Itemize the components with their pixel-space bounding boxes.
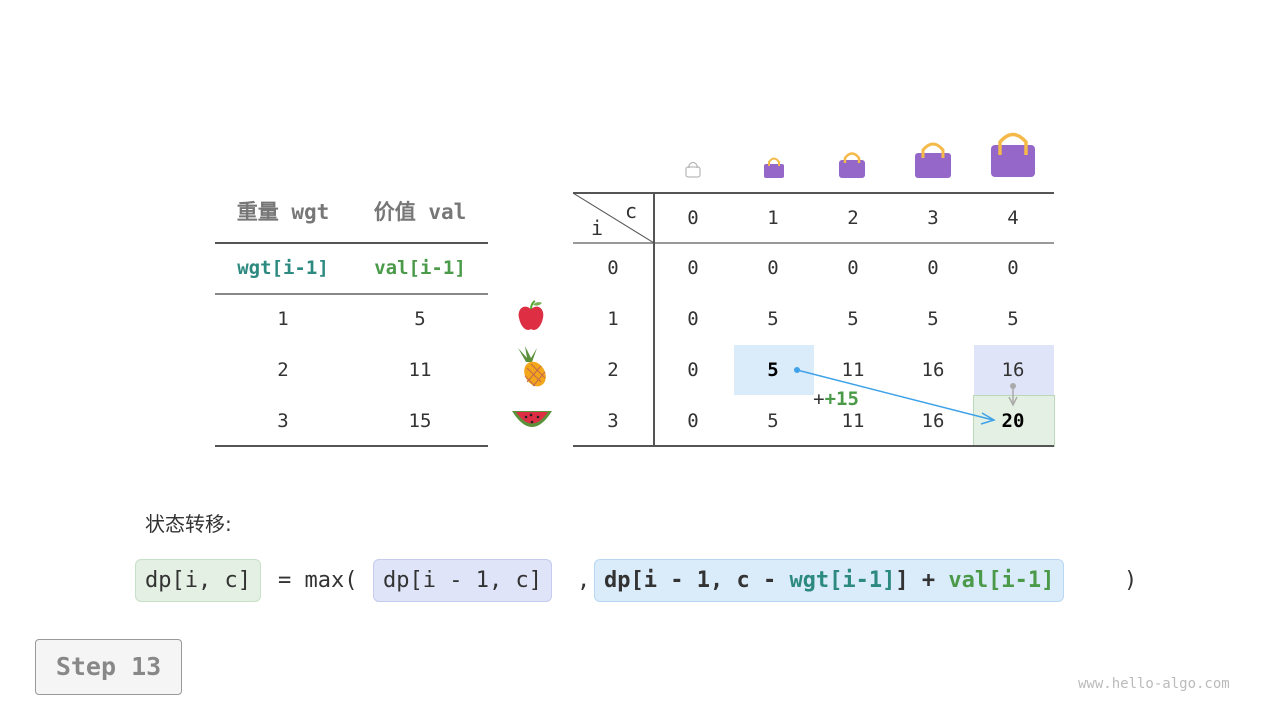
opt2-part: dp[i - 1, c - [604, 568, 790, 593]
apple-icon [518, 300, 544, 330]
row-header: 3 [607, 410, 619, 432]
val-cell: 15 [408, 410, 432, 432]
dp-cell: 5 [767, 410, 779, 432]
dp-cell: 5 [927, 308, 939, 330]
watermelon-icon [512, 411, 552, 427]
dp-cell: 0 [767, 257, 779, 279]
header-weight: 重量 wgt [236, 200, 330, 224]
divider [215, 242, 488, 244]
row-header: 1 [607, 308, 619, 330]
formula-comma: , [577, 568, 591, 593]
opt2-val: val[i-1] [948, 568, 1055, 593]
dp-cell: 0 [687, 257, 699, 279]
formula-lhs: dp[i, c] [135, 559, 261, 602]
dp-cell: 5 [847, 308, 859, 330]
formula-close: ) [1124, 568, 1138, 593]
plus-value: +15 [824, 388, 859, 410]
formula-option1: dp[i - 1, c] [373, 559, 552, 602]
highlight-source-cell [734, 345, 814, 395]
col-header: 3 [927, 207, 939, 229]
dp-cell: 0 [687, 308, 699, 330]
corner-diagonal [573, 193, 654, 243]
header-value: 价值 val [373, 200, 467, 224]
dp-cell: 5 [767, 308, 779, 330]
dp-cell: 20 [1001, 410, 1025, 432]
col-header: 1 [767, 207, 779, 229]
dp-cell: 16 [1001, 359, 1025, 381]
dp-cell: 0 [927, 257, 939, 279]
col-header: 2 [847, 207, 859, 229]
empty-bag-icon [685, 162, 701, 178]
formula-option2: dp[i - 1, c - wgt[i-1]] + val[i-1] [594, 559, 1065, 602]
divider [573, 242, 1054, 244]
col-header: 0 [687, 207, 699, 229]
formula-max: = max( [278, 568, 358, 593]
corner-i: i [590, 216, 604, 240]
dp-cell: 0 [1007, 257, 1019, 279]
arrow-head [980, 412, 996, 425]
dp-cell: 0 [687, 359, 699, 381]
wgt-cell: 2 [277, 359, 289, 381]
divider [573, 445, 1054, 447]
wgt-cell: 3 [277, 410, 289, 432]
dp-cell: 5 [767, 359, 779, 381]
dp-cell: 16 [921, 410, 945, 432]
divider [573, 192, 1054, 194]
dp-cell: 11 [841, 359, 865, 381]
val-cell: 11 [408, 359, 432, 381]
subheader-val: val[i-1] [374, 257, 466, 279]
col-header: 4 [1007, 207, 1019, 229]
bag-icon [764, 157, 784, 178]
bag-icon [839, 152, 865, 178]
divider [215, 445, 488, 447]
dp-cell: 0 [687, 410, 699, 432]
watermark: www.hello-algo.com [1078, 676, 1230, 692]
opt2-part: ] + [895, 568, 949, 593]
dp-cell: 0 [847, 257, 859, 279]
dp-cell: 16 [921, 359, 945, 381]
step-button[interactable]: Step 13 [35, 639, 182, 695]
row-header: 0 [607, 257, 619, 279]
subheader-wgt: wgt[i-1] [237, 257, 329, 279]
val-cell: 5 [414, 308, 426, 330]
corner-c: c [624, 199, 638, 223]
wgt-cell: 1 [277, 308, 289, 330]
opt2-wgt: wgt[i-1] [789, 568, 896, 593]
bag-icon [991, 132, 1035, 177]
pineapple-icon [518, 346, 546, 387]
transition-arrow [796, 369, 994, 421]
row-header: 2 [607, 359, 619, 381]
plus-label: ++15 [813, 388, 859, 410]
dp-cell: 5 [1007, 308, 1019, 330]
divider [215, 293, 488, 295]
bag-icon [915, 142, 951, 178]
divider [653, 193, 655, 446]
dp-cell: 11 [841, 410, 865, 432]
formula-label: 状态转移: [145, 512, 232, 536]
